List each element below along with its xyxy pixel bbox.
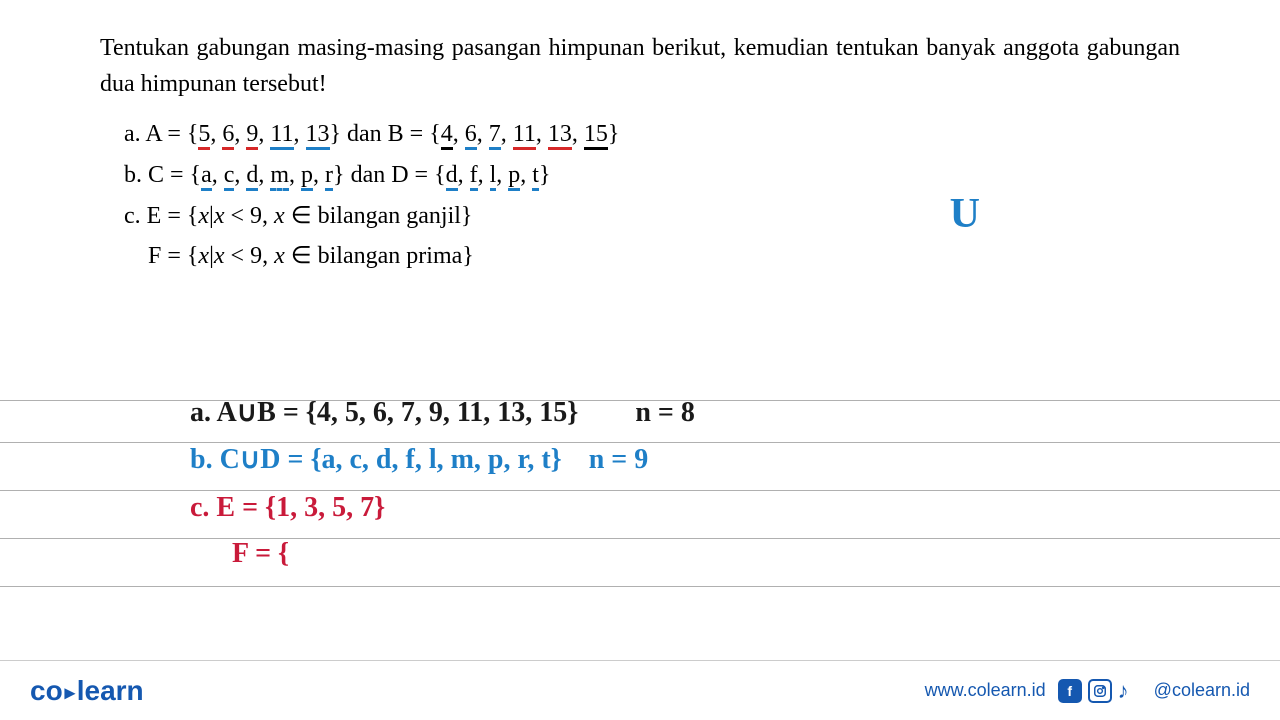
handwritten-line-3: c. E = {1, 3, 5, 7} (190, 492, 385, 524)
social-handle[interactable]: @colearn.id (1154, 680, 1250, 701)
logo: co▸learn (30, 675, 144, 707)
question-items: a. A = {5, 6, 9, 11, 13} dan B = {4, 6, … (100, 114, 1180, 277)
instagram-icon[interactable] (1088, 679, 1112, 703)
item-c-line2: F = {x|x < 9, x ∈ bilangan prima} (124, 236, 1180, 277)
item-c-line1: c. E = {x|x < 9, x ∈ bilangan ganjil} (124, 196, 1180, 237)
footer-right: www.colearn.id f ♪ @colearn.id (925, 678, 1250, 704)
handwritten-line-2: b. C∪D = {a, c, d, f, l, m, p, r, t} n =… (190, 442, 648, 476)
handwritten-line-1: a. A∪B = {4, 5, 6, 7, 9, 11, 13, 15} n =… (190, 395, 695, 429)
tiktok-icon[interactable]: ♪ (1118, 678, 1142, 704)
website-link[interactable]: www.colearn.id (925, 680, 1046, 701)
ruled-line (0, 586, 1280, 587)
social-icons: f ♪ (1058, 678, 1142, 704)
facebook-icon[interactable]: f (1058, 679, 1082, 703)
ruled-line (0, 490, 1280, 491)
item-b: b. C = {a, c, d, m, p, r} dan D = {d, f,… (124, 155, 1180, 196)
question-text: Tentukan gabungan masing-masing pasangan… (100, 30, 1180, 102)
ruled-line (0, 538, 1280, 539)
footer: co▸learn www.colearn.id f ♪ @colearn.id (0, 660, 1280, 720)
union-symbol: U (950, 190, 980, 238)
item-a: a. A = {5, 6, 9, 11, 13} dan B = {4, 6, … (124, 114, 1180, 155)
handwritten-line-4: F = { (232, 538, 289, 570)
